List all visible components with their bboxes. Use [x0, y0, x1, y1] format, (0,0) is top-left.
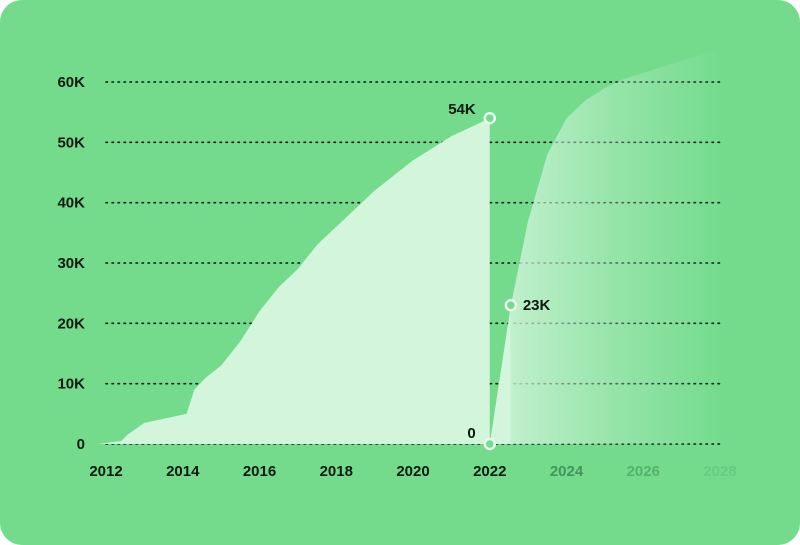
y-tick-label: 50K: [57, 134, 85, 151]
x-tick-label: 2016: [243, 463, 276, 480]
y-axis-ticks: 0 10K 20K 30K 40K 50K 60K: [57, 74, 85, 453]
data-label: 0: [467, 425, 475, 442]
y-tick-label: 10K: [57, 376, 85, 393]
data-point-marker: [483, 437, 496, 451]
x-tick-label: 2024: [550, 463, 584, 480]
x-tick-label: 2014: [166, 463, 200, 480]
y-tick-label: 0: [77, 436, 85, 453]
y-tick-label: 30K: [57, 255, 85, 272]
data-labels: 54K 0 23K: [448, 101, 551, 451]
y-tick-label: 40K: [57, 195, 85, 212]
data-point-marker: [504, 298, 518, 312]
data-label: 54K: [448, 101, 476, 118]
y-tick-label: 20K: [57, 315, 85, 332]
x-tick-label: 2026: [627, 463, 660, 480]
x-tick-label: 2018: [320, 463, 353, 480]
x-tick-label: 2012: [89, 463, 122, 480]
y-tick-label: 60K: [57, 74, 85, 91]
x-axis-ticks: 2012 2014 2016 2018 2020 2022 2024 2026 2028: [89, 463, 736, 480]
area-projection: [510, 48, 720, 445]
data-label: 23K: [523, 297, 551, 314]
area-historical: [98, 118, 490, 444]
area-current: [489, 305, 511, 444]
x-tick-label: 2028: [703, 463, 736, 480]
x-tick-label: 2020: [396, 463, 429, 480]
area-series: [98, 48, 720, 445]
data-point-marker: [483, 111, 496, 125]
x-tick-label: 2022: [473, 463, 506, 480]
